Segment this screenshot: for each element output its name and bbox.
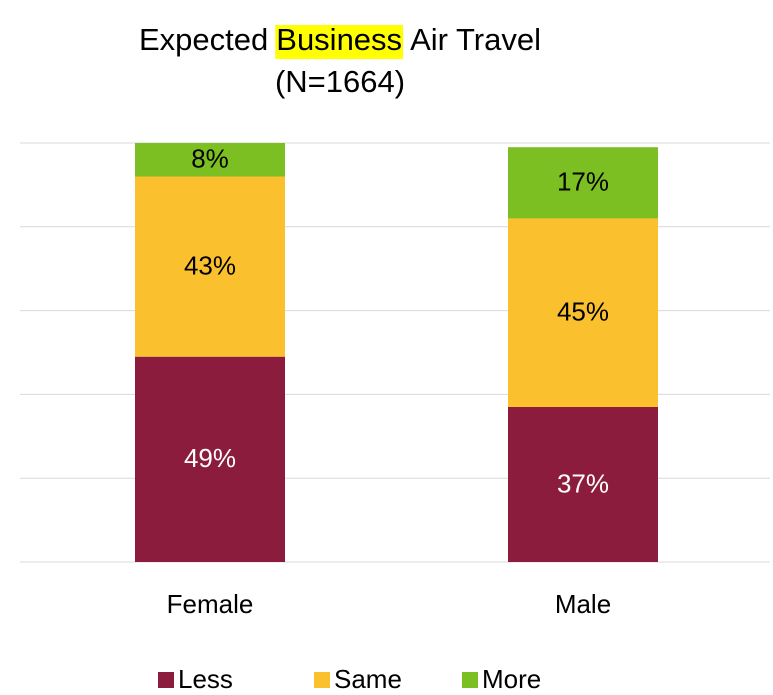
legend-label: Less (178, 664, 233, 694)
chart-title: Business (276, 22, 402, 57)
data-label: 43% (184, 250, 236, 280)
title-highlight (275, 25, 404, 59)
data-label: 8% (191, 144, 229, 174)
legend-label: More (482, 664, 541, 694)
data-label: 37% (557, 468, 609, 498)
chart-subtitle: (N=1664) (275, 64, 405, 99)
bar-segment (508, 406, 658, 562)
bar-segment (508, 147, 658, 219)
chart-title: Air Travel (410, 22, 541, 57)
x-tick-label: Male (555, 589, 611, 619)
legend-swatch (314, 672, 330, 688)
data-label: 17% (557, 167, 609, 197)
x-tick-label: Female (167, 589, 254, 619)
bar-segment (135, 176, 285, 357)
legend-swatch (158, 672, 174, 688)
bar-segment (135, 143, 285, 177)
legend-label: Same (334, 664, 402, 694)
bar-segment (135, 356, 285, 562)
data-label: 49% (184, 443, 236, 473)
data-label: 45% (557, 297, 609, 327)
bar-segment (508, 218, 658, 407)
legend-swatch (462, 672, 478, 688)
chart-title: Expected (139, 22, 268, 57)
